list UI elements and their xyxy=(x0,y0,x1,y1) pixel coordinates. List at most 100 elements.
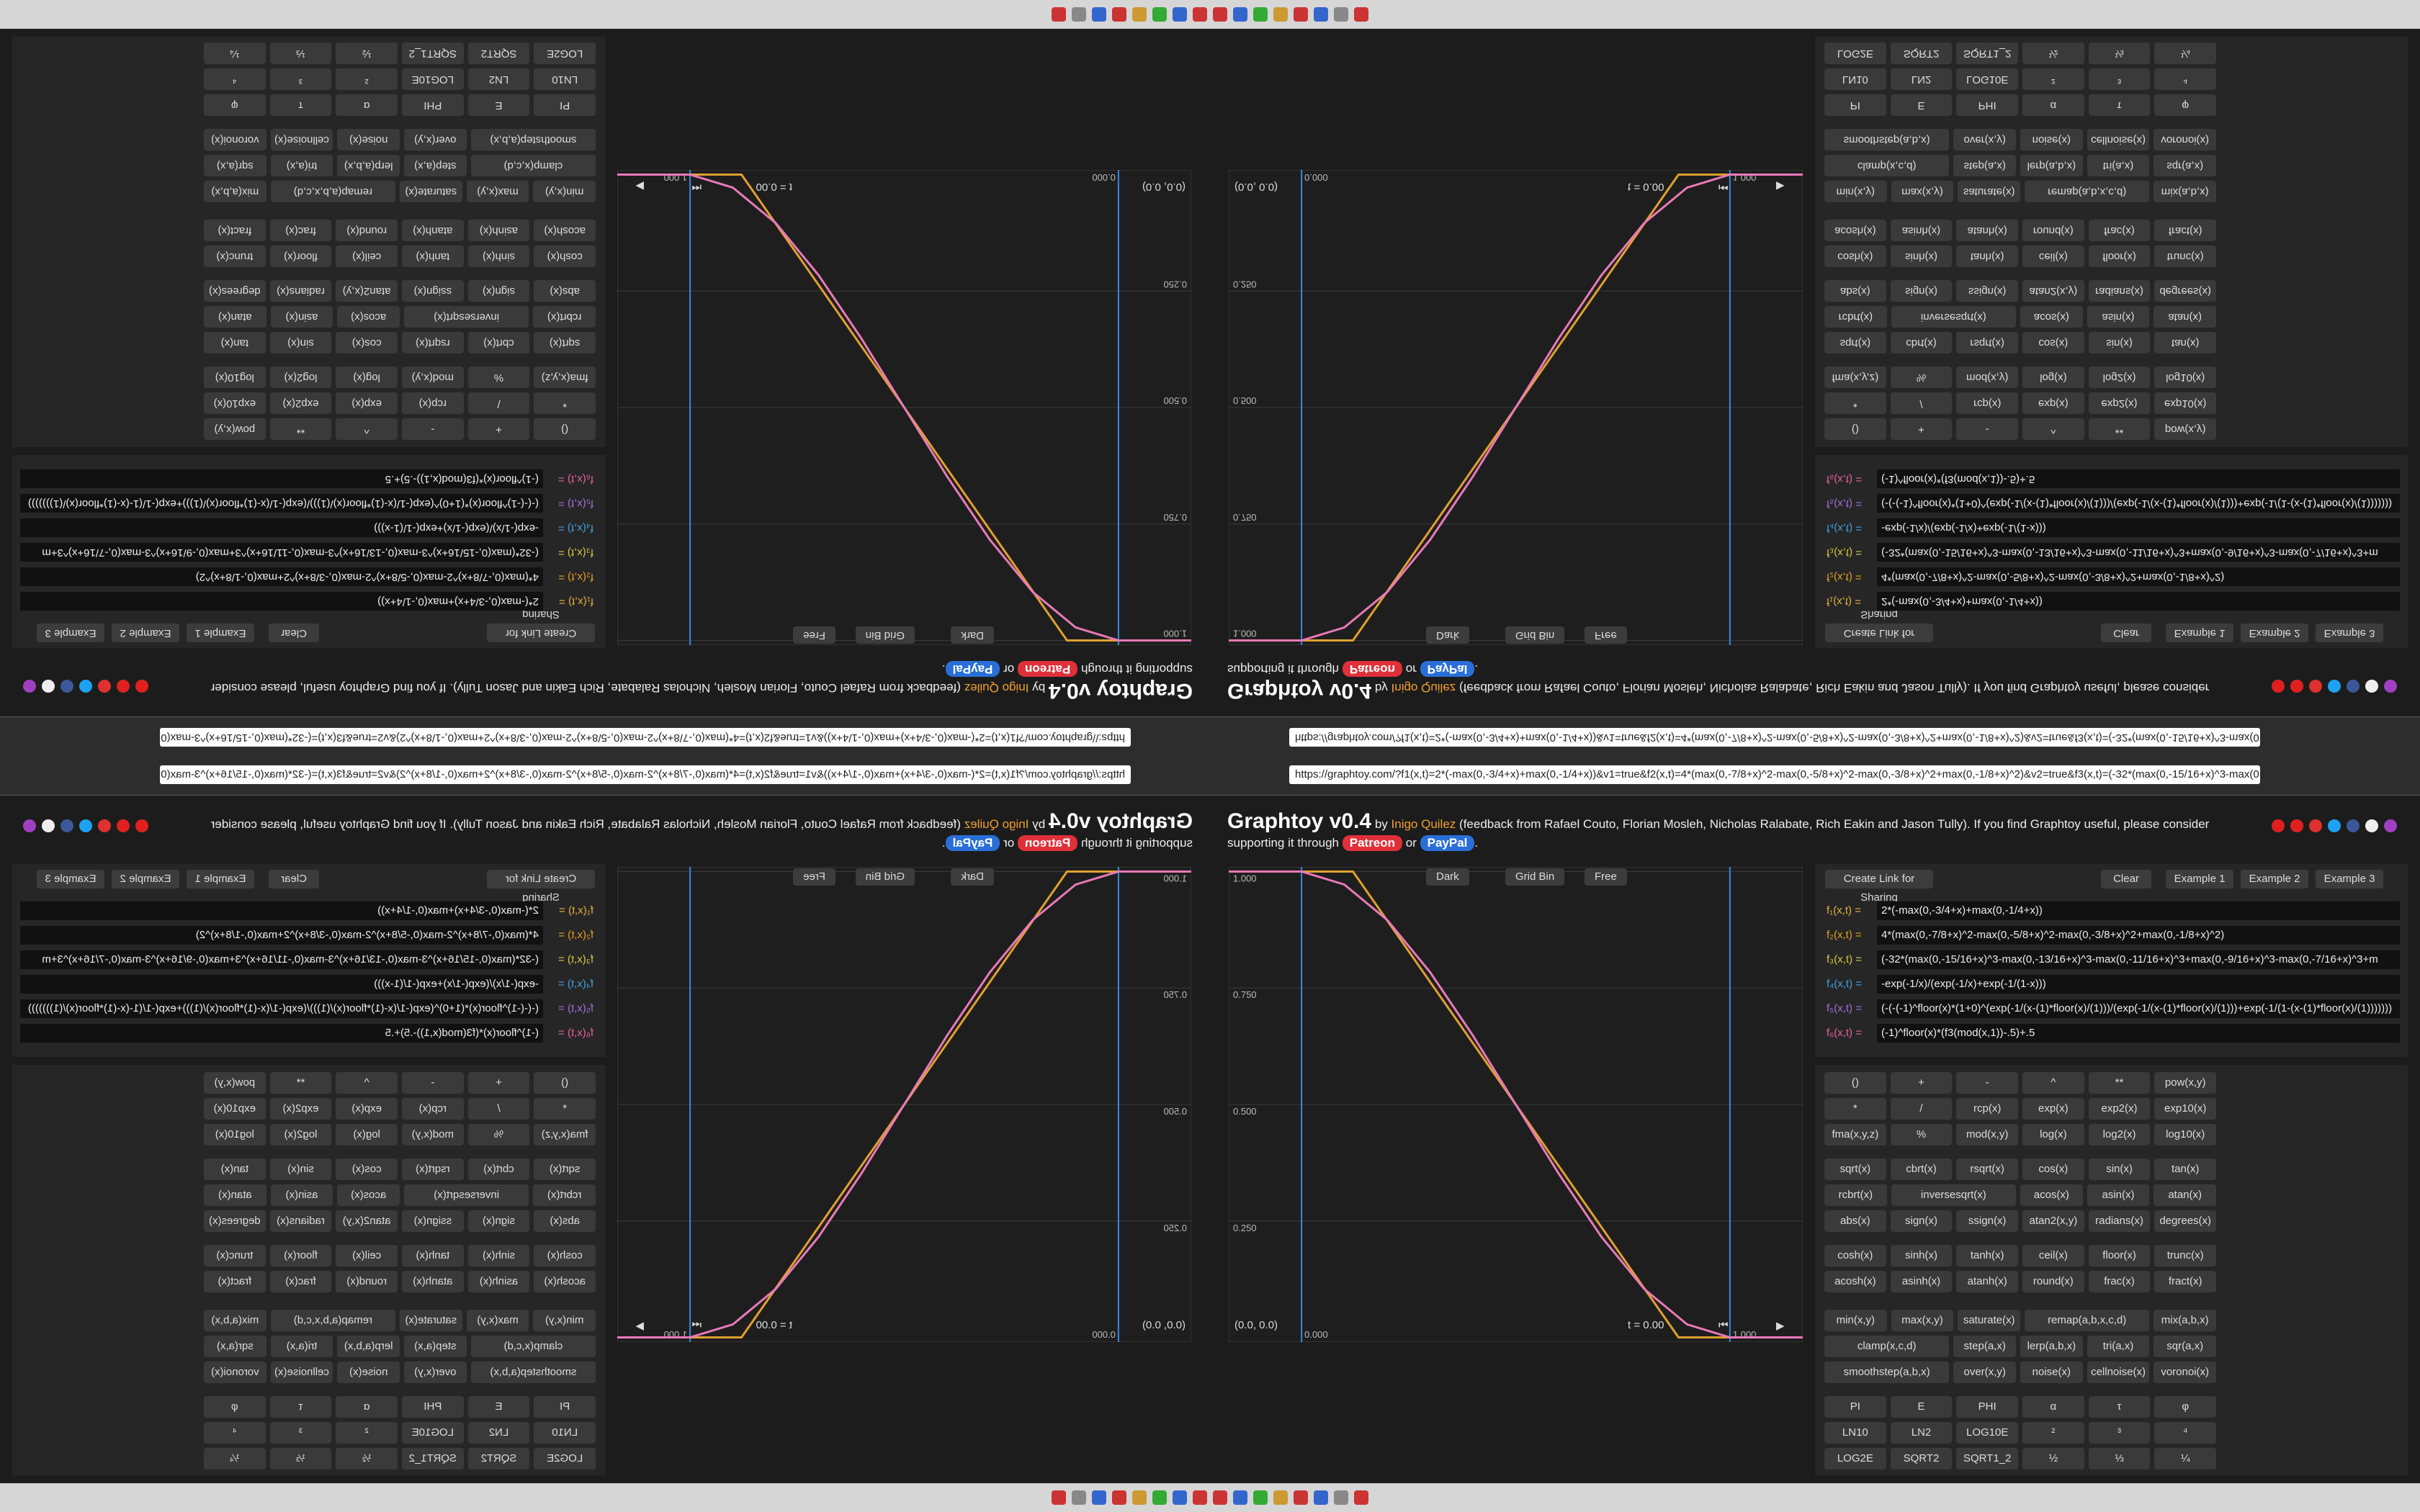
function-button[interactable]: acosh(x) xyxy=(534,1271,596,1292)
function-button[interactable]: cosh(x) xyxy=(1824,246,1886,267)
formula-input[interactable]: (-32*(max(0,-15/16+x)^3-max(0,-13/16+x)^… xyxy=(20,950,543,969)
function-button[interactable]: tri(a,x) xyxy=(2087,155,2150,176)
function-button[interactable]: atan(x) xyxy=(203,1184,266,1206)
function-button[interactable]: step(a,x) xyxy=(1953,155,2016,176)
function-button[interactable]: ssign(x) xyxy=(401,280,464,302)
function-button[interactable]: ssign(x) xyxy=(1956,1210,2019,1232)
function-button[interactable]: ½ xyxy=(336,1448,398,1470)
function-button[interactable]: asinh(x) xyxy=(1890,220,1953,241)
icon[interactable] xyxy=(23,819,36,832)
function-button[interactable]: tan(x) xyxy=(2154,1158,2217,1180)
function-button[interactable]: voronoi(x) xyxy=(2154,1362,2217,1383)
function-button[interactable]: step(a,x) xyxy=(1953,1336,2016,1357)
function-button[interactable]: + xyxy=(1890,1072,1953,1094)
function-button[interactable]: LN10 xyxy=(1824,1422,1886,1444)
function-button[interactable]: mix(a,b,x) xyxy=(2154,181,2217,202)
url-field[interactable]: https://graphtoy.com/?f1(x,t)=2*(-max(0,… xyxy=(1289,728,2260,747)
function-button[interactable]: cbrt(x) xyxy=(1890,332,1953,354)
function-button[interactable]: τ xyxy=(2088,1396,2151,1418)
function-button[interactable]: SQRT2 xyxy=(1890,1448,1953,1470)
function-button[interactable]: floor(x) xyxy=(2088,1245,2151,1266)
function-button[interactable]: ⁴ xyxy=(203,68,266,90)
function-button[interactable]: noise(x) xyxy=(2020,1362,2083,1383)
function-button[interactable]: () xyxy=(534,1072,596,1094)
function-button[interactable]: ^ xyxy=(336,1072,398,1094)
function-button[interactable]: mix(a,b,x) xyxy=(203,181,266,202)
function-button[interactable]: frac(x) xyxy=(2088,220,2151,241)
function-button[interactable]: tri(a,x) xyxy=(270,155,333,176)
function-button[interactable]: LN2 xyxy=(467,68,530,90)
function-button[interactable]: atan(x) xyxy=(2154,306,2217,328)
plot-button[interactable]: Grid Bin xyxy=(855,868,915,886)
function-button[interactable]: atan(x) xyxy=(203,306,266,328)
function-button[interactable]: degrees(x) xyxy=(2154,1210,2217,1232)
function-button[interactable]: trunc(x) xyxy=(2154,1245,2217,1266)
function-button[interactable]: voronoi(x) xyxy=(203,129,266,150)
icon[interactable] xyxy=(2328,680,2341,693)
function-button[interactable]: LOG10E xyxy=(401,1422,464,1444)
function-button[interactable]: E xyxy=(1890,1396,1953,1418)
function-button[interactable]: atan2(x,y) xyxy=(2022,280,2084,302)
example-button[interactable]: Example 1 xyxy=(187,870,254,888)
function-button[interactable]: cos(x) xyxy=(336,332,398,354)
author-link[interactable]: Inigo Quilez xyxy=(1391,681,1456,695)
function-button[interactable]: E xyxy=(467,94,530,116)
function-button[interactable]: saturate(x) xyxy=(1958,1310,2021,1331)
formula-input[interactable]: (-(-(-1)^floor(x)*(1+0)^(exp(-1/(x-(1)*f… xyxy=(20,494,543,513)
function-button[interactable]: LN2 xyxy=(1890,1422,1953,1444)
function-button[interactable]: inversesqrt(x) xyxy=(404,306,529,328)
icon[interactable] xyxy=(2328,819,2341,832)
function-button[interactable]: LN2 xyxy=(467,1422,530,1444)
function-button[interactable]: sinh(x) xyxy=(1890,246,1953,267)
play-button[interactable]: ▶ xyxy=(1776,180,1785,192)
function-button[interactable]: noise(x) xyxy=(337,1362,400,1383)
example-button[interactable]: Example 1 xyxy=(2166,624,2233,642)
plot-button[interactable]: Grid Bin xyxy=(1505,626,1565,644)
function-button[interactable]: / xyxy=(467,392,530,414)
url-field[interactable]: https://graphtoy.com/?f1(x,t)=2*(-max(0,… xyxy=(160,728,1131,747)
function-button[interactable]: frac(x) xyxy=(269,1271,332,1292)
function-button[interactable]: sqr(a,x) xyxy=(2154,1336,2217,1357)
function-button[interactable]: max(x,y) xyxy=(1891,1310,1954,1331)
function-button[interactable]: acosh(x) xyxy=(1824,220,1886,241)
function-button[interactable]: fma(x,y,z) xyxy=(534,1124,596,1146)
function-button[interactable]: degrees(x) xyxy=(203,1210,266,1232)
function-button[interactable]: min(x,y) xyxy=(533,1310,596,1331)
function-button[interactable]: SQRT1_2 xyxy=(1956,42,2019,64)
function-button[interactable]: tri(a,x) xyxy=(270,1336,333,1357)
function-button[interactable]: sign(x) xyxy=(467,280,530,302)
function-button[interactable]: () xyxy=(534,418,596,440)
function-button[interactable]: ⁴ xyxy=(2154,68,2217,90)
function-button[interactable]: + xyxy=(467,418,530,440)
function-button[interactable]: atanh(x) xyxy=(1956,220,2019,241)
function-button[interactable]: ceil(x) xyxy=(2022,246,2084,267)
function-button[interactable]: E xyxy=(467,1396,530,1418)
icon[interactable] xyxy=(2290,680,2303,693)
function-button[interactable]: mix(a,b,x) xyxy=(2154,1310,2217,1331)
function-button[interactable]: exp2(x) xyxy=(269,1098,332,1120)
function-button[interactable]: rcp(x) xyxy=(1956,1098,2019,1120)
function-button[interactable]: over(x,y) xyxy=(404,1362,467,1383)
function-button[interactable]: log2(x) xyxy=(2088,366,2151,388)
formula-input[interactable]: -exp(-1/x)/(exp(-1/x)+exp(-1/(1-x))) xyxy=(1877,975,2400,994)
icon[interactable] xyxy=(98,680,111,693)
function-button[interactable]: rcbrt(x) xyxy=(533,306,596,328)
function-button[interactable]: over(x,y) xyxy=(404,129,467,150)
function-button[interactable]: remap(a,b,x,c,d) xyxy=(270,1310,395,1331)
function-button[interactable]: % xyxy=(1890,366,1953,388)
function-button[interactable]: LOG10E xyxy=(401,68,464,90)
function-button[interactable]: acos(x) xyxy=(2020,306,2083,328)
example-button[interactable]: Example 2 xyxy=(2241,624,2308,642)
function-button[interactable]: PI xyxy=(534,1396,596,1418)
formula-input[interactable]: 4*(max(0,-7/8+x)^2-max(0,-5/8+x)^2-max(0… xyxy=(1877,567,2400,586)
function-button[interactable]: ½ xyxy=(2022,1448,2084,1470)
function-button[interactable]: smoothstep(a,b,x) xyxy=(470,1362,596,1383)
function-button[interactable]: acos(x) xyxy=(337,306,400,328)
function-button[interactable]: tan(x) xyxy=(2154,332,2217,354)
plot-button[interactable]: Dark xyxy=(951,626,994,644)
function-button[interactable]: sin(x) xyxy=(269,1158,332,1180)
function-button[interactable]: ceil(x) xyxy=(336,246,398,267)
function-button[interactable]: exp10(x) xyxy=(203,1098,266,1120)
play-button[interactable]: ▶ xyxy=(635,180,644,192)
function-button[interactable]: mod(x,y) xyxy=(401,366,464,388)
